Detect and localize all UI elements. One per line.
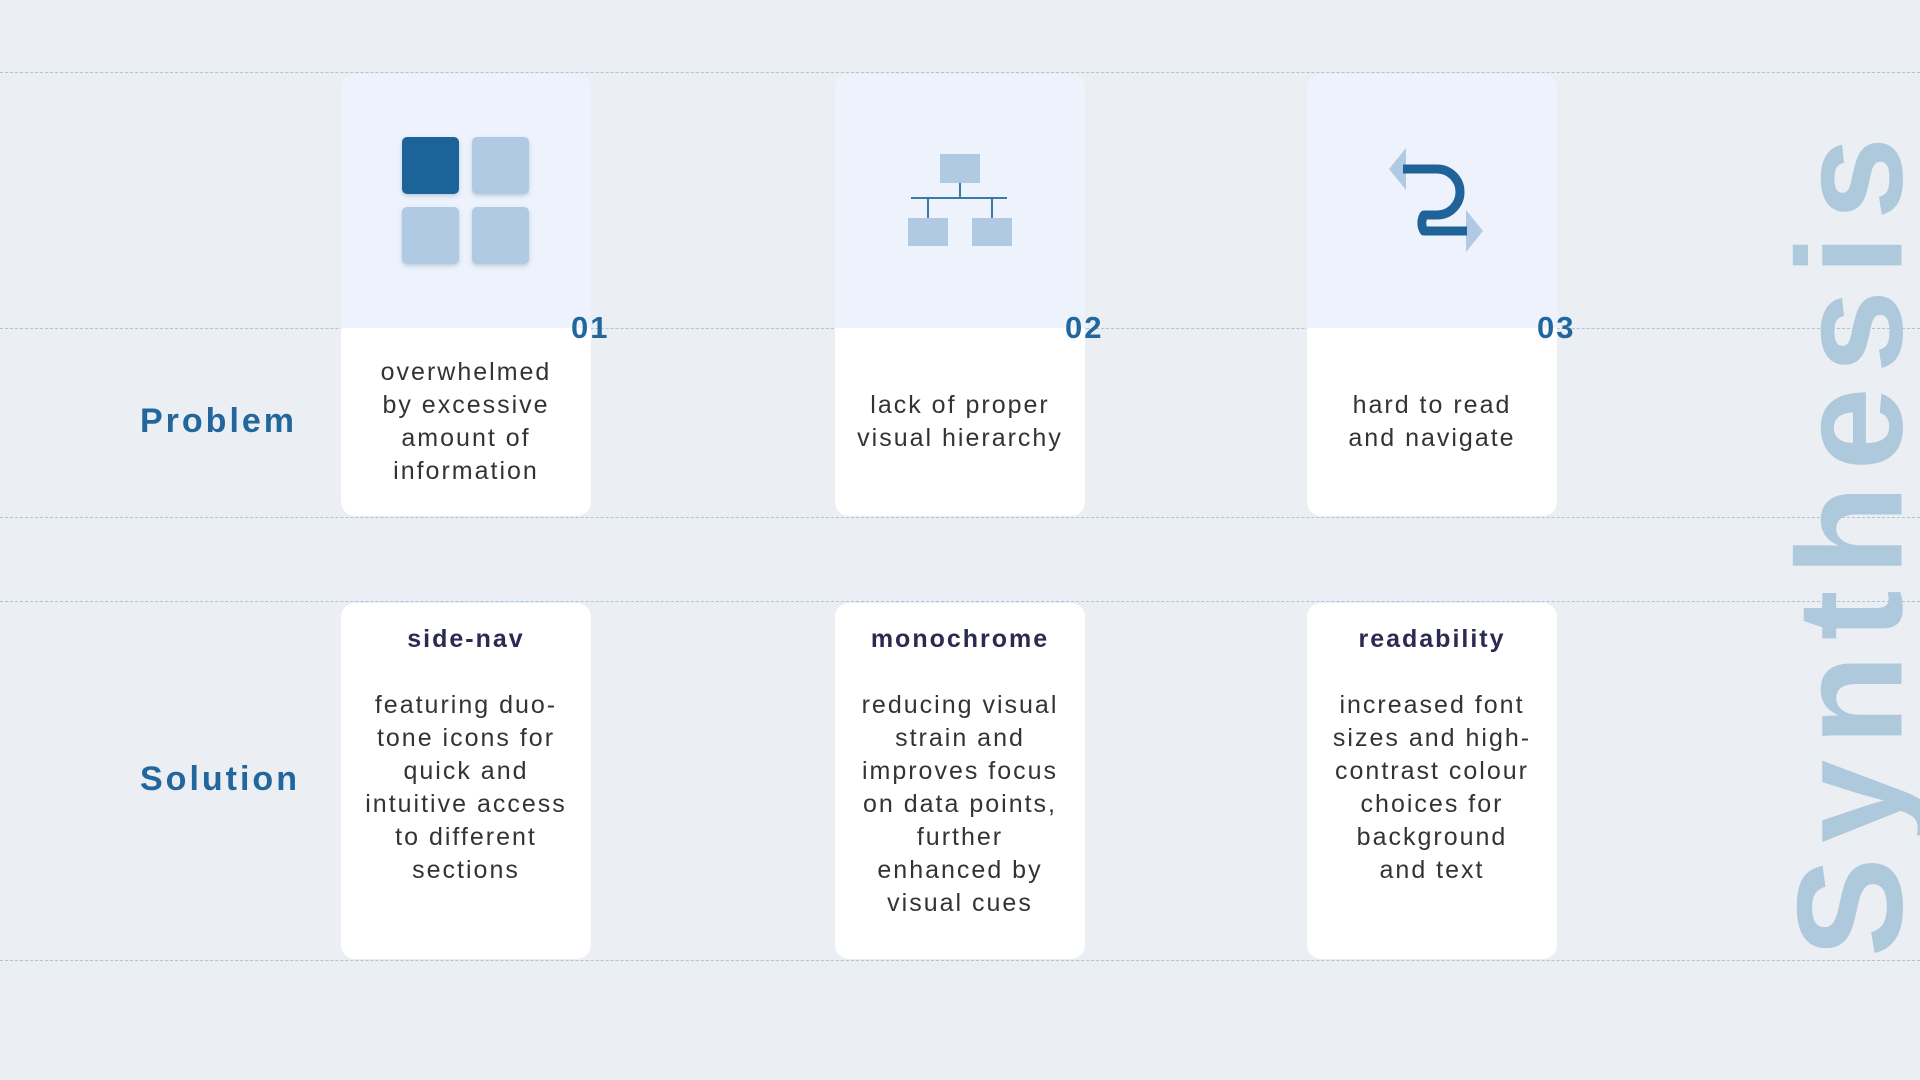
icon-area [1307,74,1557,328]
solution-title: side-nav [407,625,525,653]
hierarchy-icon [908,154,1012,246]
item-number: 02 [1065,310,1104,345]
problem-row-label: Problem [140,402,298,440]
item-number: 01 [571,310,610,345]
guide-line-problem-bottom [0,517,1920,518]
icon-area [835,74,1085,328]
solution-card-3: readability increased font sizes and hig… [1307,603,1557,959]
problem-card-2: lack of proper visual hierarchy [835,74,1085,516]
solution-card-1: side-nav featuring duo-tone icons for qu… [341,603,591,959]
icon-area [341,74,591,328]
item-number: 03 [1537,310,1576,345]
solution-text: featuring duo-tone icons for quick and i… [365,691,567,884]
grid-icon [402,137,529,264]
solution-title: monochrome [870,625,1050,653]
problem-text: overwhelmed by excessive amount of infor… [380,358,552,485]
solution-row-label: Solution [140,760,300,798]
synthesis-side-title: Synthesis [1765,122,1920,958]
flow-arrows-icon [1389,148,1483,252]
solution-text: increased font sizes and high-contrast c… [1332,691,1532,884]
problem-text: hard to read and navigate [1348,391,1516,452]
solution-text: reducing visual strain and improves focu… [861,691,1059,917]
problem-card-1: overwhelmed by excessive amount of infor… [341,74,591,516]
problem-card-3: hard to read and navigate [1307,74,1557,516]
problem-text: lack of proper visual hierarchy [857,391,1063,452]
guide-line-top [0,72,1920,73]
solution-card-2: monochrome reducing visual strain and im… [835,603,1085,959]
guide-line-solution-top [0,601,1920,602]
solution-title: readability [1358,625,1506,653]
guide-line-bottom [0,960,1920,961]
